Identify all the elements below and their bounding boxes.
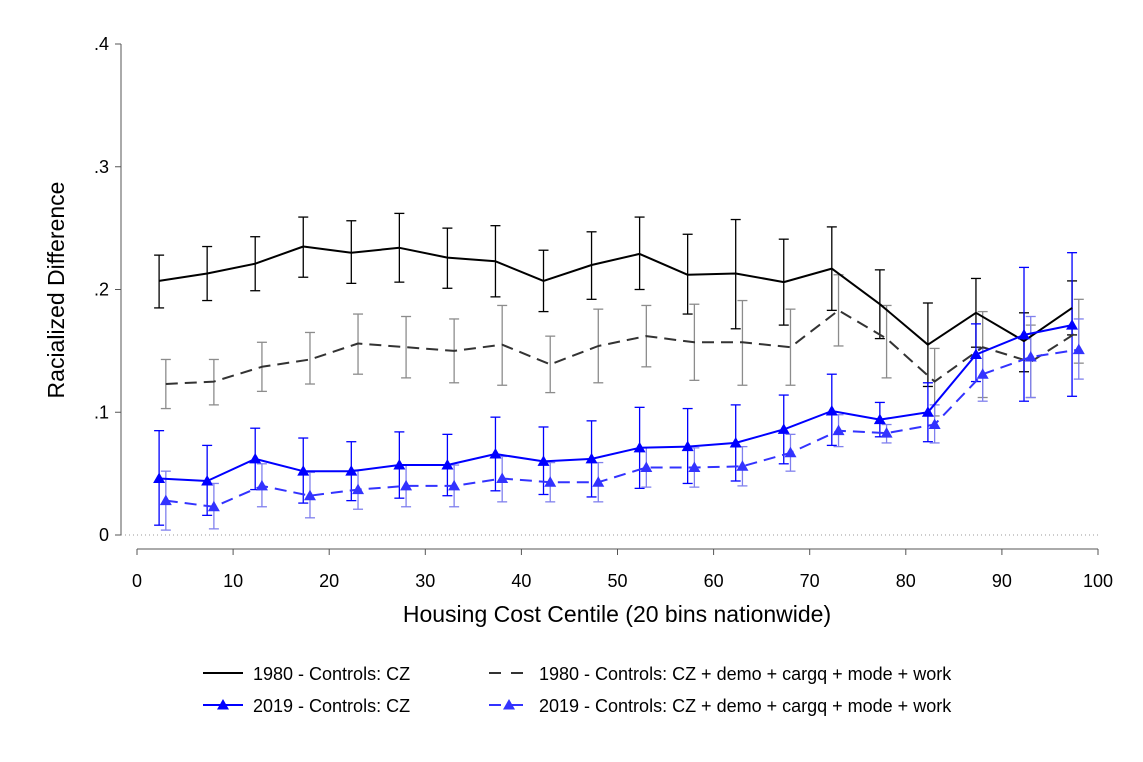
legend-label: 1980 - Controls: CZ + demo + cargq + mod…	[539, 664, 952, 684]
legend-item-2: 1980 - Controls: CZ + demo + cargq + mod…	[489, 664, 952, 684]
x-tick-label: 70	[800, 571, 820, 591]
data-point-triangle	[880, 427, 893, 438]
series-2	[160, 274, 1084, 417]
x-tick-label: 50	[607, 571, 627, 591]
data-point-triangle	[1024, 351, 1037, 362]
data-point-triangle	[496, 472, 509, 484]
legend: 1980 - Controls: CZ 1980 - Controls: CZ +…	[203, 664, 952, 716]
data-point-triangle	[825, 405, 838, 416]
legend-item-3: 2019 - Controls: CZ	[203, 696, 410, 716]
x-tick-label: 40	[511, 571, 531, 591]
data-point-triangle	[255, 479, 268, 491]
data-point-triangle	[201, 474, 214, 486]
data-point-triangle	[249, 452, 262, 464]
data-point-triangle	[832, 424, 845, 436]
data-point-triangle	[303, 489, 316, 501]
data-point-triangle	[345, 465, 358, 476]
data-point-triangle	[969, 348, 982, 360]
data-point-triangle	[159, 494, 172, 506]
y-axis-label: Racialized Difference	[43, 182, 69, 399]
data-point-triangle	[400, 479, 413, 491]
data-point-triangle	[784, 446, 797, 458]
y-tick-label: 0	[99, 525, 109, 545]
x-tick-label: 20	[319, 571, 339, 591]
legend-label: 2019 - Controls: CZ + demo + cargq + mod…	[539, 696, 952, 716]
series-3	[154, 252, 1078, 526]
y-tick-label: .3	[94, 157, 109, 177]
data-point-triangle	[448, 479, 461, 491]
data-point-triangle	[928, 418, 941, 430]
legend-label: 2019 - Controls: CZ	[253, 696, 410, 716]
x-tick-label: 80	[896, 571, 916, 591]
data-point-triangle	[921, 406, 934, 417]
series-line	[165, 309, 1080, 385]
x-tick-label: 90	[992, 571, 1012, 591]
y-tick-label: .1	[94, 402, 109, 422]
series-line	[158, 245, 1073, 346]
data-point-triangle	[297, 465, 310, 476]
data-point-triangle	[729, 436, 742, 448]
legend-item-1: 1980 - Controls: CZ	[203, 664, 410, 684]
data-point-triangle	[681, 440, 694, 452]
data-point-triangle	[688, 461, 701, 472]
axes: 0 .1 .2 .3 .4 0 10 20 30 40 50 60 70 80 90 100	[94, 34, 1113, 591]
data-point-triangle	[1066, 319, 1079, 330]
legend-item-4: 2019 - Controls: CZ + demo + cargq + mod…	[489, 696, 952, 716]
legend-marker-triangle	[503, 699, 515, 710]
x-axis-label: Housing Cost Centile (20 bins nationwide…	[403, 601, 831, 627]
x-tick-label: 60	[704, 571, 724, 591]
data-point-triangle	[352, 483, 365, 495]
data-point-triangle	[777, 423, 790, 434]
data-point-triangle	[207, 500, 220, 512]
series-line	[159, 324, 1073, 482]
series-1	[154, 212, 1078, 388]
data-point-triangle	[537, 455, 550, 466]
plot-area	[121, 212, 1098, 536]
data-point-triangle	[585, 452, 598, 464]
data-point-triangle	[976, 368, 989, 379]
data-point-triangle	[1018, 328, 1031, 340]
x-tick-label: 30	[415, 571, 435, 591]
y-tick-label: .2	[94, 280, 109, 300]
legend-marker-triangle	[217, 699, 229, 710]
data-point-triangle	[1072, 343, 1085, 355]
x-tick-label: 10	[223, 571, 243, 591]
series-4	[160, 315, 1084, 531]
series-line	[165, 348, 1079, 508]
data-point-triangle	[544, 476, 557, 487]
data-point-triangle	[441, 459, 454, 470]
data-point-triangle	[489, 447, 502, 459]
data-point-triangle	[873, 413, 886, 425]
legend-label: 1980 - Controls: CZ	[253, 664, 410, 684]
data-point-triangle	[592, 476, 605, 487]
data-point-triangle	[153, 472, 166, 484]
x-tick-label: 0	[132, 571, 142, 591]
x-tick-label: 100	[1083, 571, 1113, 591]
y-tick-label: .4	[94, 34, 109, 54]
data-point-triangle	[393, 459, 406, 470]
data-point-triangle	[736, 460, 749, 471]
data-point-triangle	[640, 461, 653, 472]
data-point-triangle	[633, 441, 646, 453]
